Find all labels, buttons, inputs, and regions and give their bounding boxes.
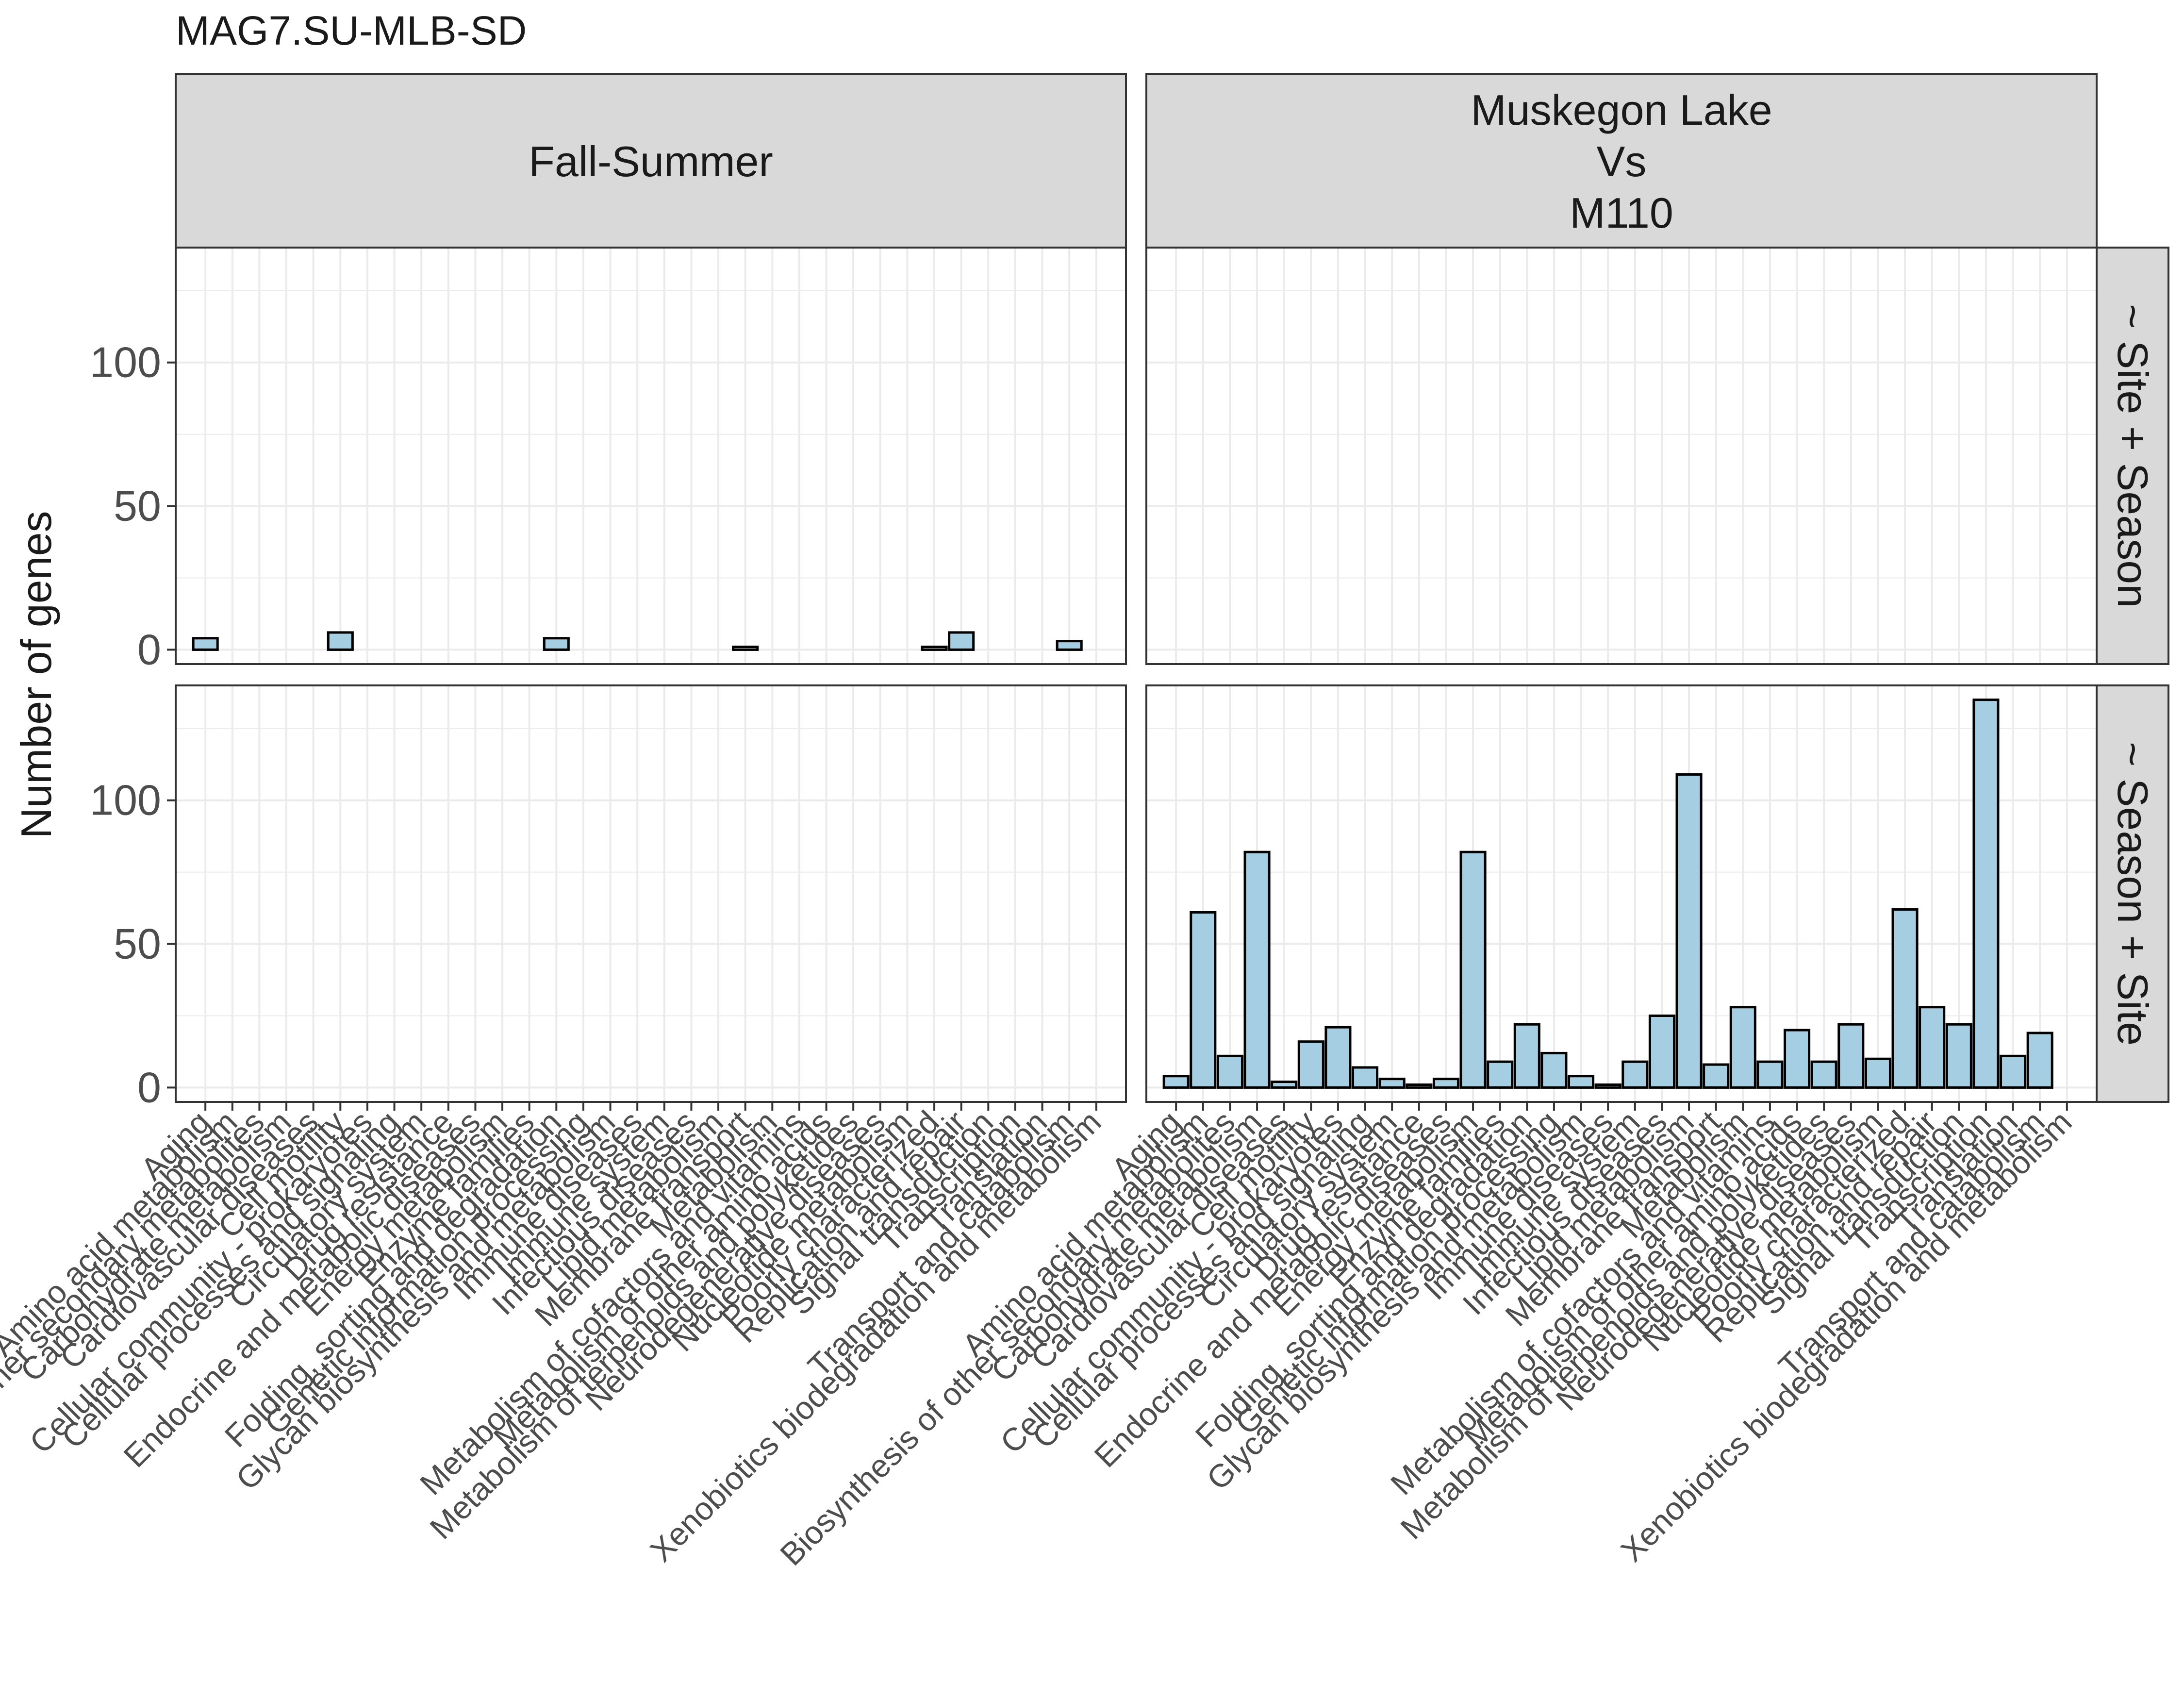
bar: [1432, 1078, 1459, 1089]
bar: [1056, 640, 1083, 651]
bar: [2000, 1054, 2027, 1089]
panel-background: [1146, 248, 2097, 664]
bar: [732, 645, 759, 651]
bar: [1919, 1006, 1946, 1089]
facet-panel: [1145, 684, 2098, 1103]
y-tick-label: 100: [90, 338, 161, 386]
bar: [1810, 1060, 1837, 1089]
y-tick-label: 100: [90, 776, 161, 824]
chart-title: MAG7.SU-MLB-SD: [176, 8, 527, 53]
bar: [1459, 850, 1487, 1089]
bar: [1162, 1075, 1190, 1089]
panel-background: [176, 685, 1126, 1102]
bar: [1621, 1060, 1649, 1089]
column-strip: [175, 73, 1127, 249]
panel-background: [176, 248, 1126, 664]
bar: [1190, 911, 1217, 1089]
row-strip: [2096, 247, 2169, 665]
row-strip-label: ~ Site + Season: [2109, 304, 2157, 608]
row-strip-label: ~ Season + Site: [2109, 742, 2157, 1046]
bar: [1568, 1075, 1595, 1089]
bar: [327, 631, 354, 651]
bar: [1594, 1083, 1621, 1089]
bar: [1756, 1060, 1784, 1089]
row-strip: [2096, 684, 2169, 1103]
column-strip-label: Vs: [1597, 137, 1647, 185]
bar: [1703, 1063, 1730, 1089]
bar: [1216, 1054, 1243, 1089]
bar: [192, 637, 219, 651]
panel-border: [175, 684, 1127, 1103]
bar: [1729, 1006, 1756, 1089]
column-strip-label: Fall-Summer: [529, 137, 773, 185]
bar: [1675, 773, 1703, 1089]
bar: [1837, 1023, 1865, 1089]
bar: [1352, 1066, 1379, 1089]
panel-border: [175, 247, 1127, 665]
bar: [1297, 1040, 1324, 1089]
bar: [1378, 1078, 1406, 1089]
y-tick-label: 50: [114, 920, 161, 968]
column-strip: [1145, 73, 2098, 249]
bar: [1406, 1083, 1433, 1089]
y-tick-label: 0: [137, 1063, 161, 1111]
bar: [2026, 1032, 2053, 1089]
facet-panel: [175, 684, 1127, 1103]
y-tick-label: 50: [114, 482, 161, 530]
bar: [1864, 1057, 1891, 1089]
y-axis-title: Number of genes: [12, 511, 60, 838]
bar: [1513, 1023, 1540, 1089]
column-strip-label: M110: [1570, 189, 1673, 237]
bar: [1271, 1081, 1298, 1089]
bar: [1945, 1023, 1972, 1089]
bar: [948, 631, 975, 651]
bar: [1540, 1051, 1568, 1089]
y-tick-label: 0: [137, 625, 161, 673]
panel-border: [1145, 684, 2098, 1103]
bar: [1648, 1014, 1675, 1089]
bar: [1784, 1029, 1811, 1089]
bar: [1324, 1026, 1352, 1089]
facet-panel: [1145, 247, 2098, 665]
bar: [921, 645, 948, 651]
bar: [1972, 699, 2000, 1089]
facet-panel: [175, 247, 1127, 665]
bar: [1891, 908, 1919, 1089]
bar: [543, 637, 570, 651]
column-strip-label: Muskegon Lake: [1471, 86, 1772, 134]
bar: [1243, 850, 1271, 1089]
bar: [1487, 1060, 1514, 1089]
panel-border: [1145, 247, 2098, 665]
